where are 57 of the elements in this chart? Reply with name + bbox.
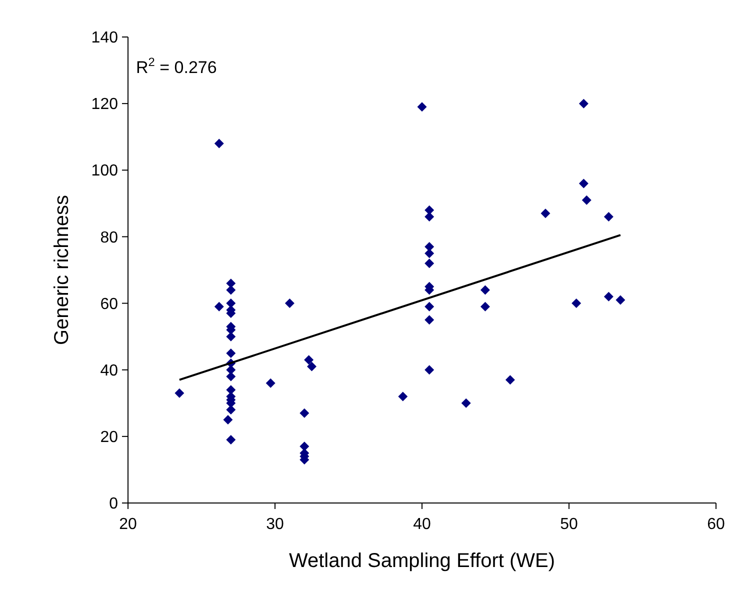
point [226, 348, 236, 358]
point [424, 315, 434, 325]
point [214, 138, 224, 148]
point [226, 385, 236, 395]
point [284, 298, 294, 308]
point [505, 375, 515, 385]
point [424, 242, 434, 252]
x-tick-label: 30 [266, 516, 284, 533]
point [424, 365, 434, 375]
point [226, 372, 236, 382]
point [300, 408, 310, 418]
y-tick-label: 140 [91, 30, 118, 47]
point [223, 415, 233, 425]
point [226, 285, 236, 295]
point [578, 98, 588, 108]
point [616, 295, 626, 305]
point [300, 442, 310, 452]
x-axis-title: Wetland Sampling Effort (WE) [288, 550, 556, 572]
point [424, 258, 434, 268]
point [582, 195, 592, 205]
point [226, 298, 236, 308]
point [424, 248, 434, 258]
point [604, 212, 614, 222]
x-tick-label: 20 [119, 516, 137, 533]
y-tick-label: 40 [100, 362, 118, 380]
point [540, 208, 550, 218]
x-tick-label: 50 [560, 516, 578, 533]
point [480, 285, 490, 295]
point [424, 302, 434, 312]
point [266, 378, 276, 388]
y-tick-label: 100 [91, 162, 118, 180]
point [226, 405, 236, 415]
point [226, 332, 236, 342]
point [572, 298, 582, 308]
point [174, 388, 184, 398]
point [214, 302, 224, 312]
point [226, 435, 236, 444]
point [461, 398, 471, 408]
y-tick-label: 60 [100, 296, 118, 313]
annotation: R$^{2}$ = 0.276 [136, 55, 217, 77]
y-tick-label: 0 [109, 496, 118, 513]
x-tick-label: 60 [707, 516, 725, 533]
y-tick-label: 80 [100, 229, 118, 246]
y-tick-label: 20 [100, 429, 118, 446]
point [226, 278, 236, 288]
x-tick-label: 40 [413, 516, 431, 533]
y-tick-label: 120 [91, 96, 118, 114]
point [307, 362, 316, 372]
point [304, 355, 314, 365]
y-axis-title: Generic richness [51, 194, 73, 346]
point [578, 178, 588, 188]
point [417, 102, 427, 112]
point [398, 392, 408, 402]
point [424, 205, 434, 215]
point [424, 212, 434, 222]
point [480, 302, 490, 312]
point [604, 292, 614, 302]
